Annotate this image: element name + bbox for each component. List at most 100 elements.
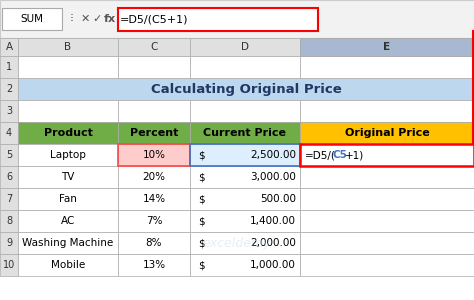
Bar: [190, 144, 300, 166]
Bar: [0, 254, 18, 276]
Bar: [300, 232, 474, 254]
Bar: [0, 78, 18, 100]
Text: $: $: [198, 216, 205, 226]
Bar: [118, 8, 318, 31]
Bar: [18, 122, 118, 144]
Bar: [118, 56, 190, 78]
Text: exceldemy: exceldemy: [203, 236, 271, 250]
Bar: [190, 38, 300, 56]
Text: 1: 1: [6, 62, 12, 72]
Text: 9: 9: [6, 238, 12, 248]
Bar: [18, 188, 118, 210]
Bar: [300, 254, 474, 276]
Text: 8%: 8%: [146, 238, 162, 248]
Bar: [190, 100, 300, 122]
Bar: [300, 188, 474, 210]
Bar: [190, 166, 300, 188]
Text: C5: C5: [333, 150, 348, 160]
Bar: [0, 210, 18, 232]
Text: 14%: 14%: [143, 194, 165, 204]
Bar: [190, 144, 300, 166]
Text: Current Price: Current Price: [203, 128, 286, 138]
Bar: [300, 56, 474, 78]
Text: TV: TV: [61, 172, 75, 182]
Text: ⁝: ⁝: [70, 13, 74, 26]
Bar: [0, 38, 18, 56]
Text: Washing Machine: Washing Machine: [22, 238, 114, 248]
Bar: [18, 78, 474, 100]
Bar: [190, 122, 300, 144]
Bar: [18, 166, 118, 188]
Text: 13%: 13%: [143, 260, 165, 270]
Bar: [118, 232, 190, 254]
Text: AC: AC: [61, 216, 75, 226]
Bar: [300, 210, 474, 232]
Bar: [18, 144, 118, 166]
Bar: [118, 122, 190, 144]
Bar: [300, 144, 474, 166]
Bar: [0, 188, 18, 210]
Bar: [118, 100, 190, 122]
Bar: [118, 144, 190, 166]
Bar: [118, 188, 190, 210]
Bar: [18, 210, 118, 232]
Text: D: D: [241, 42, 249, 52]
Text: +1): +1): [345, 150, 364, 160]
Bar: [300, 144, 474, 166]
Bar: [18, 56, 118, 78]
Text: $: $: [198, 194, 205, 204]
Bar: [18, 100, 118, 122]
Bar: [190, 232, 300, 254]
Bar: [0, 0, 474, 38]
Bar: [118, 210, 190, 232]
Bar: [118, 8, 318, 31]
Text: Calculating Original Price: Calculating Original Price: [151, 82, 341, 95]
Bar: [118, 166, 190, 188]
Bar: [18, 254, 118, 276]
Text: fx: fx: [104, 14, 116, 24]
Text: Original Price: Original Price: [345, 128, 429, 138]
Text: E: E: [383, 42, 391, 52]
Text: 5: 5: [6, 150, 12, 160]
Bar: [18, 38, 118, 56]
Bar: [0, 166, 18, 188]
Text: 6: 6: [6, 172, 12, 182]
Text: E: E: [384, 42, 390, 52]
Text: 20%: 20%: [143, 172, 165, 182]
Text: $: $: [198, 238, 205, 248]
Bar: [300, 166, 474, 188]
Text: 1,000.00: 1,000.00: [250, 260, 296, 270]
Text: 500.00: 500.00: [260, 194, 296, 204]
Text: $: $: [198, 172, 205, 182]
Text: 7%: 7%: [146, 216, 162, 226]
Text: Product: Product: [44, 128, 92, 138]
Text: 3,000.00: 3,000.00: [250, 172, 296, 182]
Text: 4: 4: [6, 128, 12, 138]
Text: A: A: [5, 42, 13, 52]
Text: ✕: ✕: [80, 14, 90, 24]
Text: 2,500.00: 2,500.00: [250, 150, 296, 160]
Bar: [118, 144, 190, 166]
Text: Fan: Fan: [59, 194, 77, 204]
Text: SUM: SUM: [20, 14, 44, 24]
Text: B: B: [64, 42, 72, 52]
Text: $: $: [198, 150, 205, 160]
Bar: [2, 8, 62, 30]
Text: Percent: Percent: [130, 128, 178, 138]
Bar: [300, 38, 474, 56]
Text: 7: 7: [6, 194, 12, 204]
Text: 3: 3: [6, 106, 12, 116]
Text: Laptop: Laptop: [50, 150, 86, 160]
Text: ✓: ✓: [92, 14, 102, 24]
Bar: [0, 56, 18, 78]
Bar: [300, 122, 474, 144]
Bar: [190, 56, 300, 78]
Bar: [0, 100, 18, 122]
Bar: [190, 254, 300, 276]
Bar: [18, 232, 118, 254]
Text: 1,400.00: 1,400.00: [250, 216, 296, 226]
Text: 2: 2: [6, 84, 12, 94]
Text: C: C: [150, 42, 158, 52]
Bar: [118, 38, 190, 56]
Text: =D5/(: =D5/(: [305, 150, 336, 160]
